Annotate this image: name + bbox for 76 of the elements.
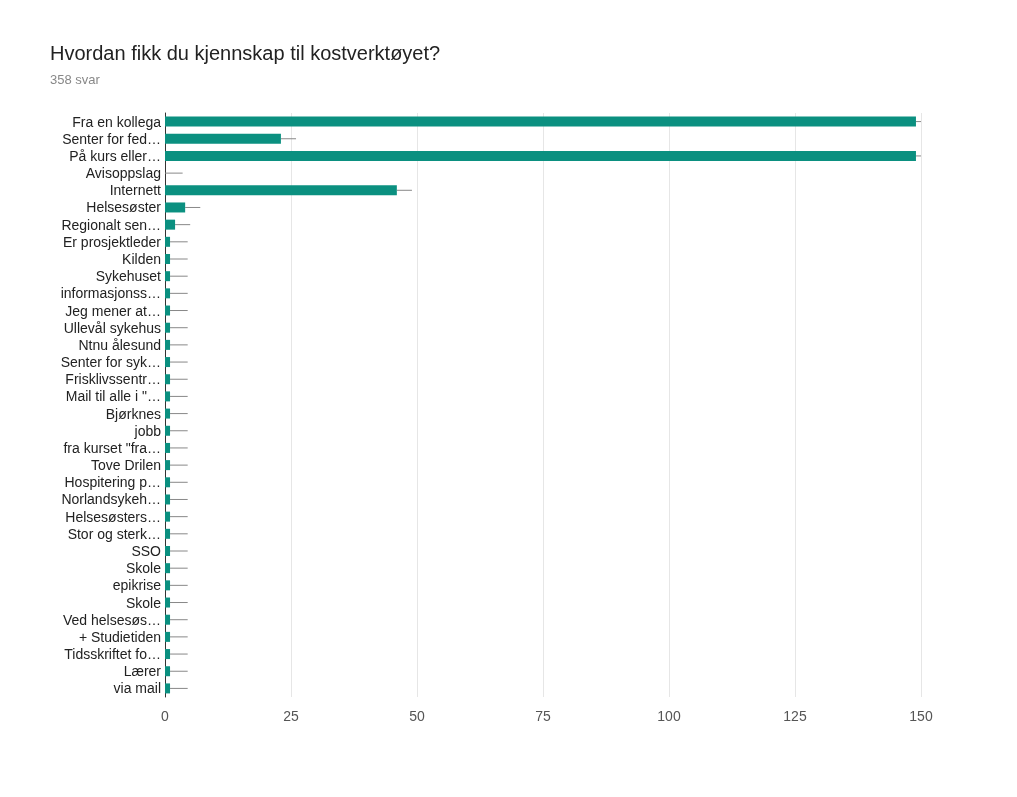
bar (165, 597, 171, 608)
bar (165, 202, 186, 213)
bar (165, 649, 171, 660)
y-tick-label: SSO (131, 543, 162, 559)
x-tick-label: 50 (409, 708, 425, 724)
y-tick-label: Kilden (122, 251, 161, 267)
y-tick-label: Stor og sterk… (67, 525, 161, 542)
y-tick-label: epikrise (112, 577, 162, 594)
y-tick-label: Frisklivssentr… (65, 371, 161, 388)
bar (165, 442, 171, 453)
chart-subtitle: 358 svar (50, 72, 101, 87)
y-tick-label: via mail (113, 680, 161, 697)
bar (165, 425, 171, 436)
x-tick-label: 100 (657, 708, 681, 724)
y-tick-label: Helsesøster (86, 199, 162, 216)
y-tick-label: jobb (133, 422, 162, 439)
bar (165, 288, 171, 299)
bar (165, 236, 171, 247)
x-tick-label: 0 (161, 708, 170, 724)
bar (165, 374, 171, 385)
bar (165, 563, 171, 574)
bar (165, 305, 171, 316)
y-tick-label: Skole (125, 594, 162, 611)
y-tick-label: Ullevål sykehus (63, 319, 161, 336)
bar (165, 185, 397, 196)
y-tick-label: Avisoppslag (85, 165, 161, 182)
y-tick-label: Helsesøsters… (65, 508, 161, 525)
y-tick-label: Senter for syk… (60, 354, 161, 371)
y-tick-label: Norlandsykeh… (61, 491, 161, 508)
y-tick-label: Regionalt sen… (61, 216, 161, 233)
bar (165, 460, 171, 471)
y-tick-label: Sykehuset (95, 268, 162, 285)
bar (165, 511, 171, 522)
y-tick-label: Internett (109, 182, 162, 199)
bar (165, 391, 171, 402)
x-tick-label: 75 (535, 708, 551, 724)
bar (165, 271, 171, 282)
bar (165, 339, 171, 350)
bar (165, 116, 916, 127)
y-tick-label: Mail til alle i "… (65, 388, 161, 405)
bar (165, 683, 171, 694)
bar (165, 219, 176, 230)
y-tick-label: Tidsskriftet fo… (64, 646, 161, 663)
y-tick-label: Ntnu ålesund (78, 336, 161, 353)
y-tick-label: Hospitering p… (64, 474, 161, 491)
bar (165, 254, 171, 264)
y-tick-label: Er prosjektleder (62, 233, 162, 250)
y-tick-label: fra kurset "fra… (63, 439, 161, 456)
y-tick-label: Lærer (123, 663, 162, 680)
bar (165, 528, 171, 539)
bar (165, 133, 281, 144)
x-tick-label: 125 (783, 708, 807, 724)
bar (165, 322, 171, 333)
y-tick-label: Fra en kollega (72, 113, 162, 130)
bar (165, 614, 171, 625)
bar (165, 477, 171, 488)
y-tick-label: + Studietiden (78, 628, 161, 645)
y-tick-label: Senter for fed… (62, 130, 161, 147)
bar (165, 150, 916, 161)
chart-title: Hvordan fikk du kjennskap til kostverktøyet? (50, 42, 441, 64)
bar (165, 494, 171, 505)
bar (165, 631, 171, 642)
y-tick-label: Ved helsesøs… (62, 611, 161, 628)
y-tick-label: Jeg mener at… (65, 302, 161, 319)
bar (165, 666, 171, 677)
x-tick-label: 150 (909, 708, 933, 724)
bar (165, 408, 171, 419)
bar (165, 357, 171, 368)
y-tick-label: På kurs eller… (69, 147, 161, 164)
bar (165, 546, 171, 556)
y-tick-label: Skole (125, 560, 162, 577)
y-tick-label: informasjonss… (60, 285, 161, 302)
y-tick-label: Bjørknes (105, 405, 161, 422)
y-tick-label: Tove Drilen (90, 457, 161, 474)
x-tick-label: 25 (283, 708, 299, 724)
bar (165, 580, 171, 591)
